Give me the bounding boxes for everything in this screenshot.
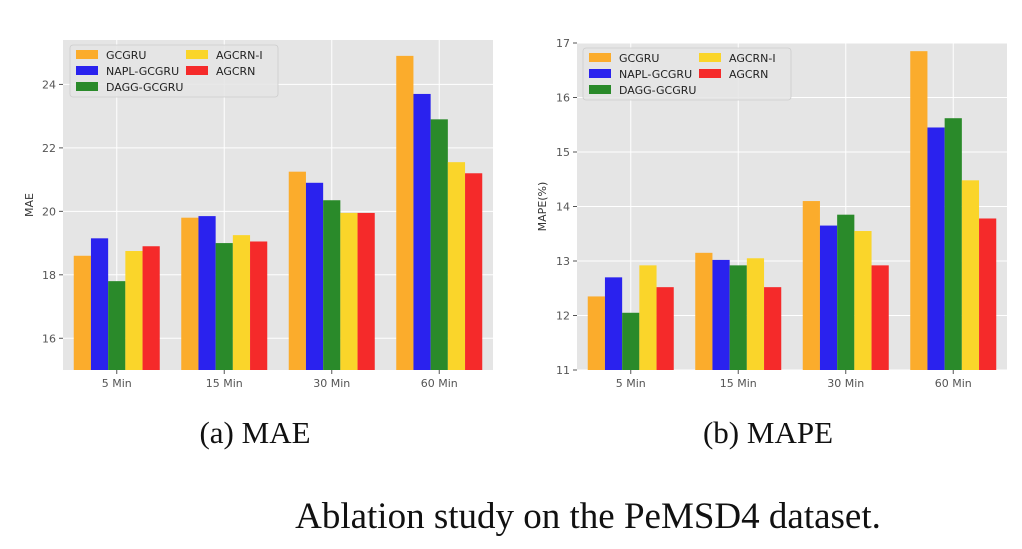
bar-dagg-gcgru-5-min	[622, 312, 640, 370]
legend-box	[69, 44, 279, 98]
bar-dagg-gcgru-30-min	[323, 200, 341, 370]
legend: GCGRU NAPL-GCGRU DAGG-GCGRU AGCRN-I AGCRN	[582, 47, 792, 101]
bar-agcrn-i-15-min	[232, 235, 251, 370]
bar-agcrn-i-60-min	[447, 162, 466, 370]
legend-swatch-gcgru	[589, 53, 611, 62]
bar-napl-gcgru-5-min	[90, 238, 109, 370]
bar-gcgru-60-min	[396, 55, 414, 371]
bar-napl-gcgru-15-min	[198, 216, 216, 370]
y-axis-label: MAE	[23, 193, 36, 217]
y-tick-label: 16	[556, 92, 570, 105]
mape-subcaption: (b) MAPE	[703, 415, 833, 450]
legend-label-agcrn-i: AGCRN-I	[729, 52, 776, 65]
legend-swatch-agcrn	[186, 66, 208, 75]
bar-agcrn-15-min	[764, 287, 782, 370]
x-tick-label: 60 Min	[935, 377, 972, 390]
legend-swatch-agcrn-i	[699, 53, 721, 62]
y-tick-label: 22	[42, 142, 56, 155]
mae-subcaption: (a) MAE	[199, 415, 310, 450]
y-tick-label: 17	[556, 37, 570, 50]
figure-caption: Ablation study on the PeMSD4 dataset.	[295, 496, 881, 537]
bar-agcrn-i-30-min	[854, 231, 872, 370]
x-tick-label: 30 Min	[827, 377, 864, 390]
bar-napl-gcgru-60-min	[413, 93, 431, 370]
x-tick-label: 5 Min	[616, 377, 646, 390]
legend-swatch-napl-gcgru	[589, 69, 611, 78]
bar-gcgru-15-min	[181, 217, 199, 370]
bar-agcrn-5-min	[142, 246, 160, 370]
y-tick-label: 24	[42, 78, 56, 91]
bar-napl-gcgru-30-min	[305, 182, 324, 370]
x-tick-label: 15 Min	[206, 377, 243, 390]
legend-swatch-dagg-gcgru	[589, 85, 611, 94]
bar-dagg-gcgru-15-min	[215, 243, 233, 370]
bar-dagg-gcgru-60-min	[944, 118, 962, 371]
legend-swatch-dagg-gcgru	[76, 82, 98, 91]
legend-swatch-napl-gcgru	[76, 66, 98, 75]
bar-gcgru-5-min	[73, 255, 91, 370]
legend-label-gcgru: GCGRU	[619, 52, 659, 65]
legend-label-napl-gcgru: NAPL-GCGRU	[106, 65, 179, 78]
legend-box	[582, 47, 792, 101]
bar-agcrn-5-min	[656, 287, 674, 370]
bar-agcrn-i-5-min	[125, 251, 143, 370]
bar-dagg-gcgru-60-min	[430, 119, 448, 370]
bar-napl-gcgru-60-min	[927, 127, 945, 370]
legend-swatch-agcrn	[699, 69, 721, 78]
bar-napl-gcgru-15-min	[712, 259, 730, 370]
legend-label-napl-gcgru: NAPL-GCGRU	[619, 68, 692, 81]
bar-agcrn-i-5-min	[639, 265, 657, 370]
mape-chart: 11 12 13 14 15 16 17 5 Min 15 Min 30 Min 60 Min MAP…	[536, 37, 1007, 390]
bar-dagg-gcgru-5-min	[108, 281, 126, 370]
y-tick-label: 11	[556, 364, 570, 377]
legend-label-dagg-gcgru: DAGG-GCGRU	[619, 84, 696, 97]
bar-gcgru-15-min	[695, 252, 713, 370]
y-tick-label: 20	[42, 205, 56, 218]
bar-agcrn-15-min	[250, 241, 268, 370]
y-tick-label: 14	[556, 201, 570, 214]
legend: GCGRU NAPL-GCGRU DAGG-GCGRU AGCRN-I AGCRN	[69, 44, 279, 98]
bar-dagg-gcgru-30-min	[837, 214, 855, 370]
bar-agcrn-60-min	[465, 173, 483, 370]
legend-swatch-agcrn-i	[186, 50, 208, 59]
bar-gcgru-60-min	[910, 51, 928, 371]
x-tick-label: 5 Min	[102, 377, 132, 390]
x-tick-label: 15 Min	[720, 377, 757, 390]
bar-gcgru-5-min	[587, 296, 605, 370]
legend-label-agcrn: AGCRN	[729, 68, 768, 81]
y-tick-label: 13	[556, 255, 570, 268]
bar-napl-gcgru-30-min	[819, 225, 838, 370]
bar-gcgru-30-min	[802, 201, 820, 370]
legend-label-dagg-gcgru: DAGG-GCGRU	[106, 81, 183, 94]
y-tick-label: 18	[42, 269, 56, 282]
bar-agcrn-30-min	[357, 212, 375, 370]
bar-gcgru-30-min	[288, 171, 306, 370]
legend-label-gcgru: GCGRU	[106, 49, 146, 62]
bar-agcrn-30-min	[871, 265, 889, 370]
bar-napl-gcgru-5-min	[604, 277, 623, 370]
bar-dagg-gcgru-15-min	[729, 265, 747, 370]
y-tick-label: 16	[42, 332, 56, 345]
mae-chart: 16 18 20 22 24 5 Min 15 Min 30 Min 60 Min MAE GCGR…	[23, 40, 493, 390]
y-tick-label: 12	[556, 310, 570, 323]
legend-label-agcrn-i: AGCRN-I	[216, 49, 263, 62]
bar-agcrn-60-min	[979, 218, 997, 370]
bar-agcrn-i-30-min	[340, 212, 358, 370]
x-tick-label: 30 Min	[313, 377, 350, 390]
bar-agcrn-i-15-min	[746, 258, 765, 370]
legend-swatch-gcgru	[76, 50, 98, 59]
bar-agcrn-i-60-min	[961, 180, 980, 370]
legend-label-agcrn: AGCRN	[216, 65, 255, 78]
y-axis-label: MAPE(%)	[536, 182, 549, 232]
y-tick-label: 15	[556, 146, 570, 159]
x-tick-label: 60 Min	[421, 377, 458, 390]
